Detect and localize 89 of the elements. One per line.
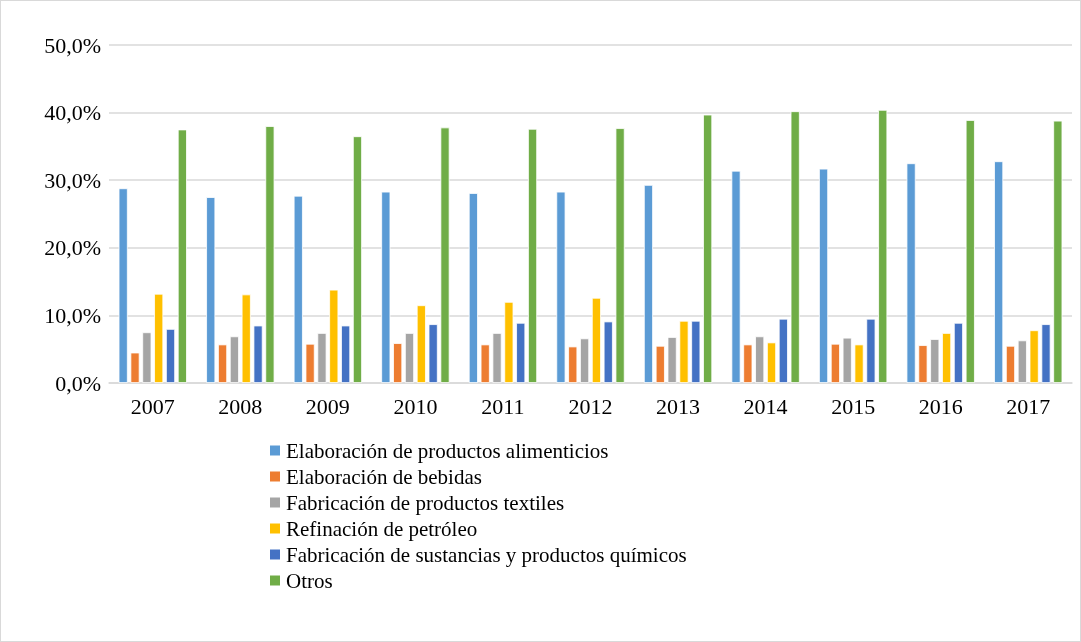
bar [241,294,251,383]
bar [504,301,514,383]
bar [206,197,216,383]
bar [416,305,426,383]
bar [142,332,152,383]
bar [265,126,275,383]
bar [492,332,502,383]
bar [253,325,263,383]
bar [906,163,916,383]
bar [468,193,478,383]
x-tick-label: 2012 [568,393,613,419]
x-tick-label: 2014 [743,393,788,419]
bar [1041,324,1051,383]
bar [218,344,228,383]
bar [329,289,339,383]
bar [527,128,538,383]
bar [603,321,613,383]
y-tick-label: 20,0% [44,235,101,261]
bar [918,345,928,383]
bar [994,161,1004,383]
legend-label: Refinación de petróleo [286,516,478,541]
x-tick-label: 2016 [918,393,963,419]
bar [516,322,526,383]
bar [154,293,164,383]
legend-label: Elaboración de bebidas [286,464,482,489]
x-tick-label: 2008 [218,393,263,419]
bar [165,328,176,383]
bar [580,338,590,383]
y-tick-label: 50,0% [44,32,101,58]
bar [568,346,578,383]
x-tick-label: 2009 [305,393,350,419]
bar [866,318,876,383]
bar [381,191,391,383]
bar [1005,345,1016,383]
bar [1029,330,1039,383]
x-tick-label: 2013 [656,393,701,419]
bar [118,188,128,383]
bar [643,184,654,383]
bar [854,344,864,383]
bar [766,342,777,383]
bar [743,344,753,383]
x-tick-label: 2011 [481,393,525,419]
bar [965,120,975,383]
bar [755,336,765,383]
bar [790,111,800,383]
bar [317,332,327,383]
bar [341,325,351,383]
bar [428,324,438,383]
y-tick-label: 40,0% [44,100,101,126]
x-tick-label: 2010 [393,393,438,419]
bar [556,191,566,383]
bar [679,320,689,383]
bar [778,318,788,383]
bar [305,343,315,383]
bar [352,136,363,383]
bar [404,332,415,383]
x-tick-label: 2007 [130,393,175,419]
x-tick-label: 2015 [831,393,876,419]
bar [615,128,625,383]
legend-label: Fabricación de productos textiles [286,490,565,515]
bar [177,129,187,383]
bar [830,343,840,383]
legend-label: Elaboración de productos alimenticios [286,438,609,463]
bar [130,352,140,383]
legend-label: Fabricación de sustancias y productos químicos [286,542,687,567]
bar [818,168,829,383]
bar [655,345,665,383]
bar [703,114,713,383]
bar [1053,120,1063,383]
legend-label: Otros [286,568,333,593]
bar [293,195,303,383]
bar [480,344,490,383]
bar [842,337,852,383]
bar [878,109,888,383]
y-tick-label: 10,0% [44,302,101,328]
bar [930,339,940,383]
bar [691,320,701,383]
bar [731,170,741,383]
bar [942,332,952,383]
bar [667,337,677,383]
y-tick-label: 0,0% [55,370,101,396]
bar [440,127,450,383]
y-tick-label: 30,0% [44,167,101,193]
bar [393,343,403,383]
bar [1017,340,1027,383]
x-tick-label: 2017 [1006,393,1051,419]
bar [953,322,963,383]
bar [591,297,601,383]
bar [229,336,239,383]
